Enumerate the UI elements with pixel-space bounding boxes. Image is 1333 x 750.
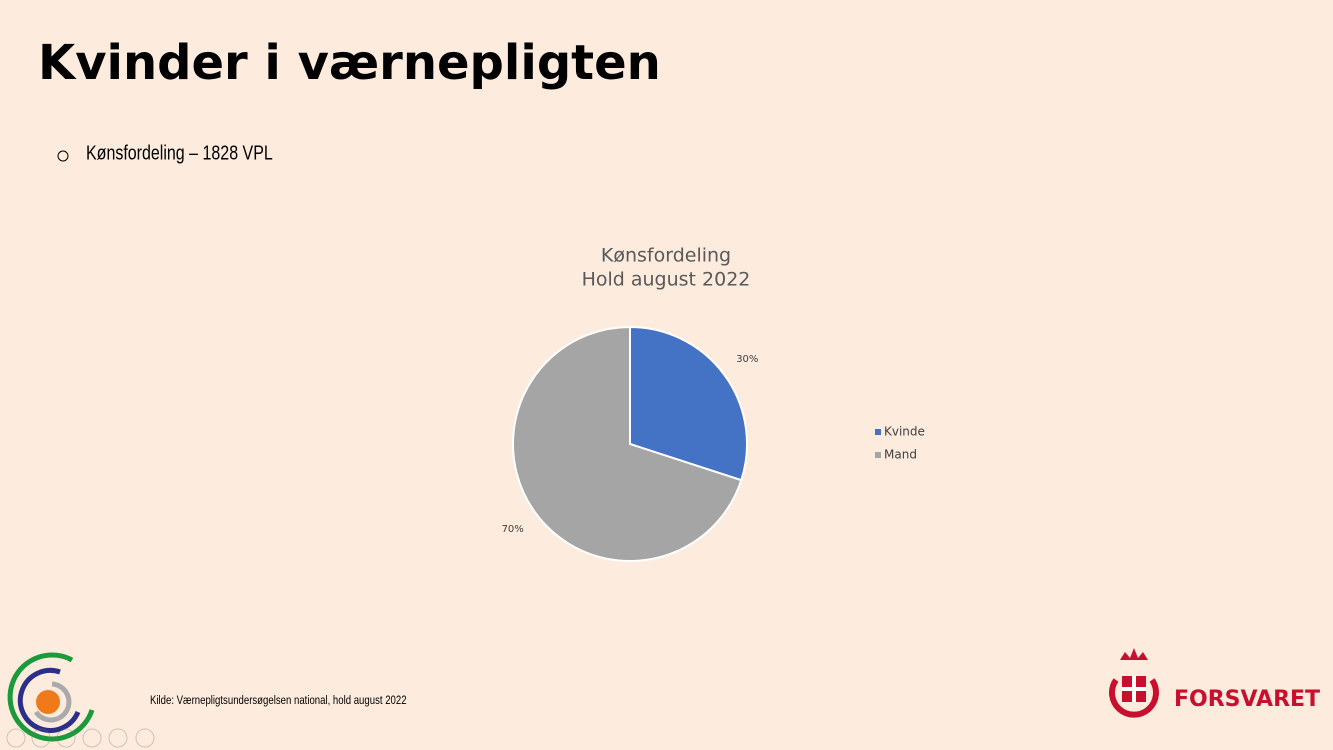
chart-subtitle: Hold august 2022 bbox=[582, 269, 751, 291]
toolbar bbox=[6, 728, 155, 748]
slide-title: Kvinder i værnepligten bbox=[38, 35, 661, 91]
bullet-text: Kønsfordeling – 1828 VPL bbox=[86, 142, 273, 164]
legend-swatch bbox=[875, 452, 881, 458]
pie: 30% 70% bbox=[502, 325, 758, 562]
bullet-marker bbox=[57, 150, 69, 162]
pie-slice bbox=[629, 325, 748, 482]
legend: Kvinde Mand bbox=[875, 425, 925, 462]
right-logo: FORSVARET bbox=[1109, 648, 1320, 718]
legend-swatch bbox=[875, 429, 881, 435]
chart-title: Kønsfordeling bbox=[601, 245, 731, 267]
legend-label: Kvinde bbox=[884, 425, 925, 439]
source-note: Kilde: Værnepligtsundersøgelsen national… bbox=[150, 694, 407, 707]
logo-text: FORSVARET bbox=[1174, 687, 1320, 712]
left-logo bbox=[7, 652, 95, 742]
data-label: 30% bbox=[736, 354, 758, 365]
pie-slice bbox=[512, 325, 743, 562]
data-label: 70% bbox=[502, 524, 524, 535]
legend-label: Mand bbox=[884, 448, 917, 462]
